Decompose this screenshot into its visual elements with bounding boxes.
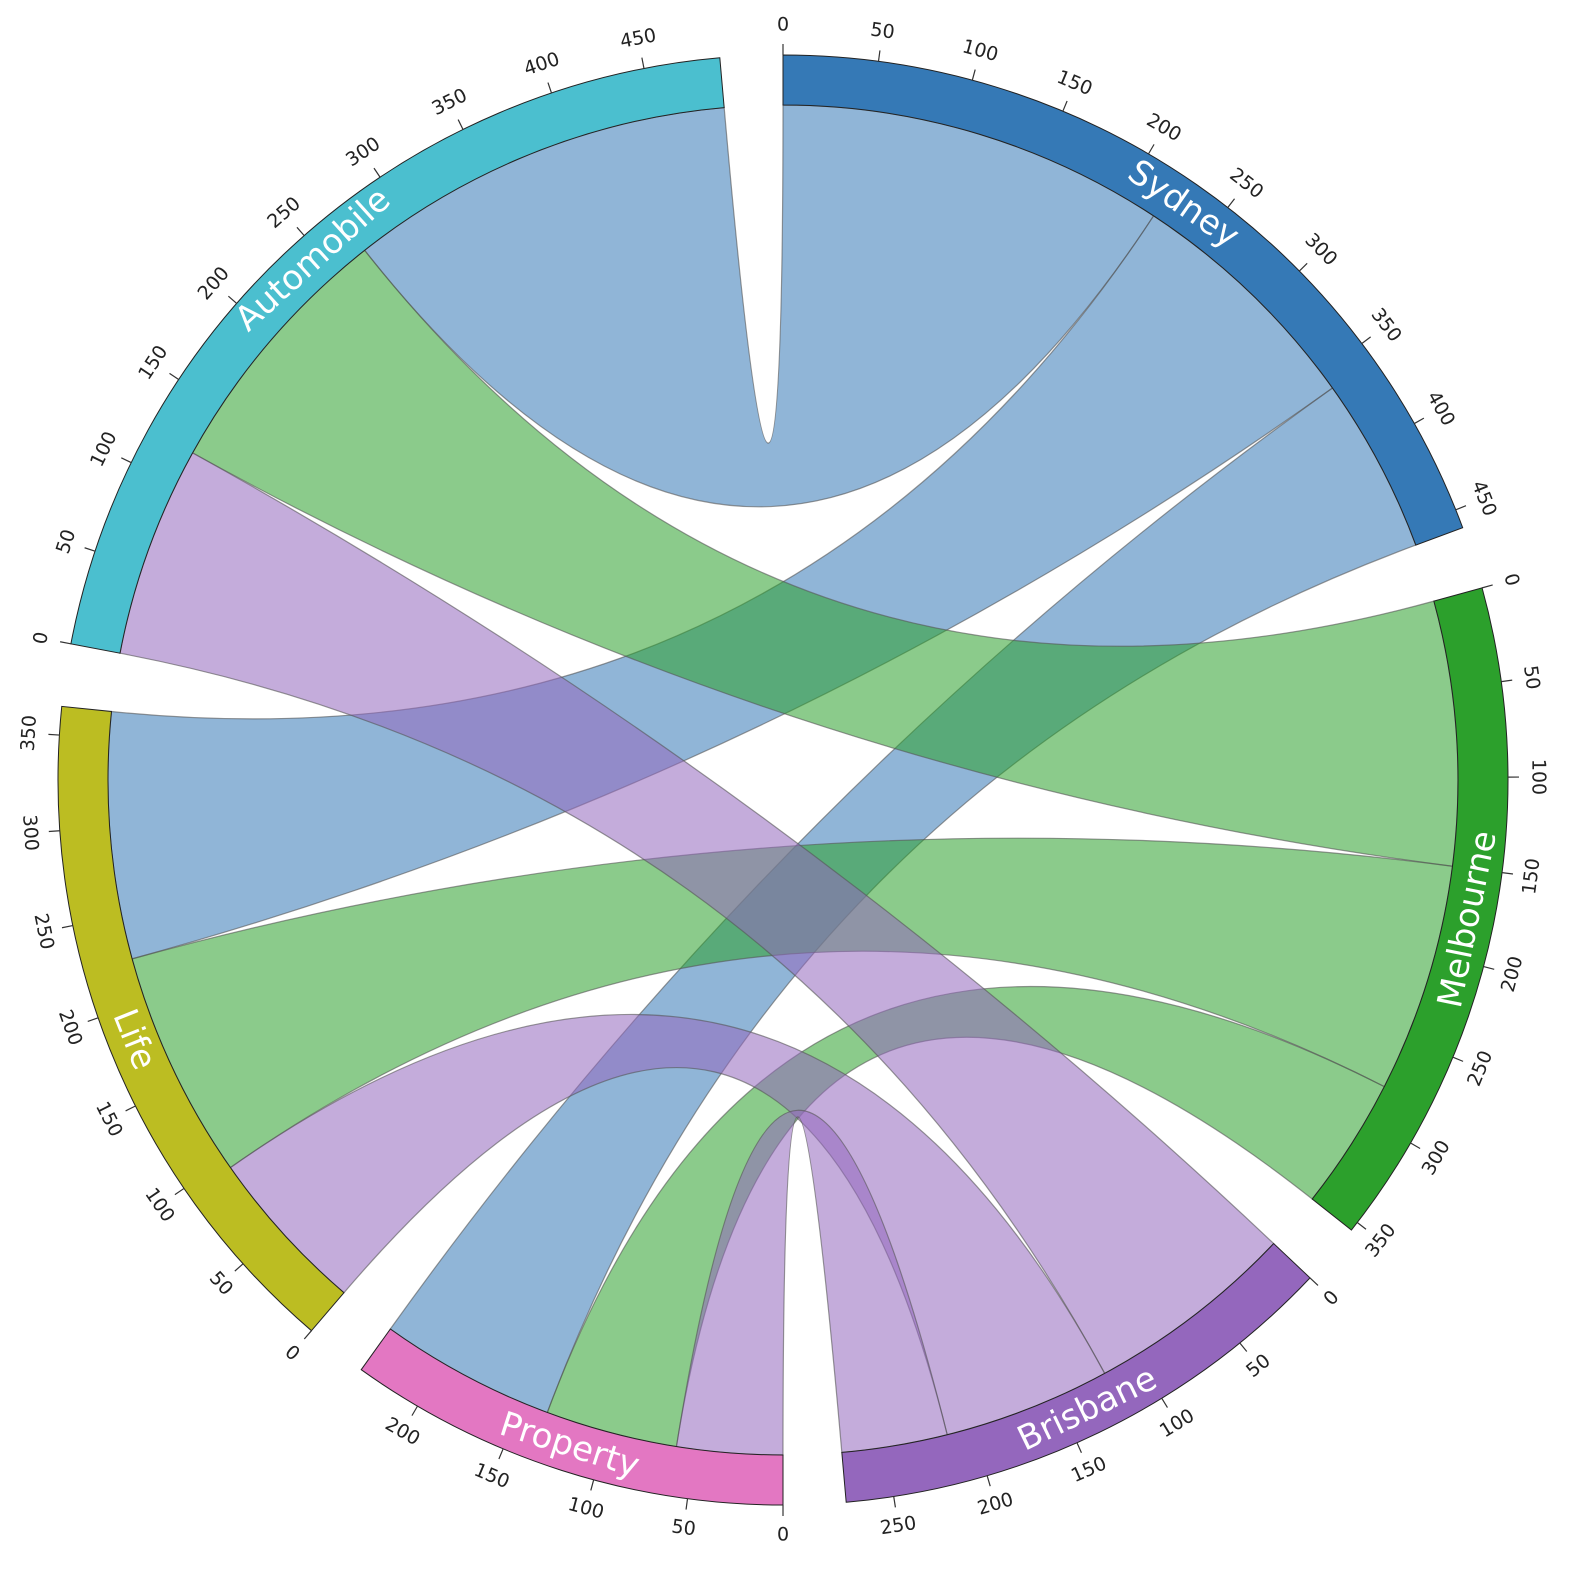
tick-mark	[1298, 262, 1308, 272]
tick-mark	[169, 372, 179, 381]
tick-mark	[174, 1187, 185, 1196]
tick-label: 400	[521, 48, 562, 80]
tick-mark	[296, 226, 305, 236]
tick-label: 150	[91, 1098, 127, 1140]
node-arc	[57, 705, 345, 1332]
tick-label: 50	[670, 1515, 697, 1540]
tick-mark	[411, 1405, 419, 1416]
tick-mark	[48, 830, 60, 833]
tick-mark	[1076, 1442, 1082, 1454]
node-arc	[782, 54, 1464, 546]
tick-mark	[971, 69, 976, 81]
tick-mark	[61, 924, 73, 929]
node-arc	[1311, 587, 1509, 1231]
tick-label: 100	[86, 428, 122, 470]
tick-label: 100	[140, 1184, 179, 1226]
tick-label: 200	[381, 1413, 423, 1450]
tick-label: 350	[428, 84, 470, 120]
tick-label: 250	[879, 1512, 918, 1539]
tick-mark	[498, 1448, 504, 1460]
tick-mark	[1227, 198, 1236, 208]
tick-mark	[373, 167, 381, 178]
tick-mark	[59, 641, 72, 645]
tick-mark	[1501, 679, 1513, 683]
tick-label: 200	[975, 1488, 1016, 1519]
tick-mark	[303, 1330, 312, 1340]
tick-label: 0	[1499, 571, 1523, 588]
tick-label: 100	[566, 1493, 607, 1524]
tick-mark	[48, 733, 60, 736]
tick-label: 0	[777, 1524, 789, 1546]
tick-mark	[1239, 1342, 1248, 1352]
tick-mark	[234, 1263, 244, 1272]
tick-mark	[1410, 1142, 1421, 1150]
tick-label: 150	[1054, 66, 1096, 100]
tick-mark	[1481, 584, 1493, 589]
tick-mark	[1062, 100, 1068, 112]
ribbons	[107, 104, 1459, 1456]
tick-label: 150	[1518, 857, 1544, 896]
tick-label: 250	[263, 192, 305, 232]
tick-mark	[457, 119, 464, 130]
tick-mark	[1361, 336, 1372, 344]
tick-label: 50	[52, 527, 81, 557]
tick-mark	[547, 82, 553, 94]
tick-label: 450	[1467, 478, 1501, 520]
tick-mark	[1147, 144, 1155, 155]
tick-mark	[87, 1017, 99, 1023]
tick-mark	[227, 295, 238, 304]
tick-label: 250	[1225, 164, 1267, 204]
tick-label: 50	[205, 1267, 238, 1300]
tick-mark	[1501, 872, 1514, 875]
tick-label: 350	[1367, 304, 1406, 346]
tick-label: 50	[1519, 664, 1544, 691]
tick-mark	[986, 1475, 991, 1487]
tick-label: 200	[193, 262, 233, 304]
tick-label: 300	[1418, 1137, 1455, 1179]
tick-mark	[125, 1105, 136, 1112]
tick-label: 150	[1068, 1452, 1110, 1487]
tick-label: 0	[1319, 1286, 1343, 1310]
tick-mark	[1455, 505, 1467, 511]
tick-label: 100	[1527, 759, 1549, 795]
node-arc	[841, 1242, 1311, 1503]
tick-label: 200	[1497, 954, 1528, 995]
tick-label: 0	[777, 14, 789, 36]
tick-label: 300	[18, 814, 42, 852]
tick-label: 0	[29, 630, 53, 646]
tick-mark	[1414, 417, 1425, 425]
tick-mark	[1452, 1056, 1464, 1062]
node-arc	[70, 57, 725, 654]
tick-mark	[1356, 1222, 1367, 1230]
tick-mark	[121, 457, 132, 464]
tick-label: 100	[960, 35, 1001, 66]
tick-mark	[641, 57, 645, 69]
tick-mark	[1161, 1397, 1168, 1408]
tick-label: 450	[618, 24, 658, 53]
tick-label: 0	[281, 1341, 304, 1366]
tick-label: 250	[29, 912, 58, 952]
tick-label: 150	[134, 341, 172, 383]
tick-mark	[84, 547, 96, 552]
tick-label: 150	[471, 1459, 513, 1493]
tick-label: 350	[1361, 1219, 1401, 1261]
tick-mark	[1483, 965, 1495, 970]
tick-label: 50	[1242, 1350, 1275, 1382]
tick-label: 200	[1143, 109, 1185, 146]
tick-label: 50	[869, 19, 896, 44]
tick-mark	[877, 50, 881, 62]
tick-label: 400	[1422, 387, 1459, 429]
tick-mark	[893, 1496, 896, 1508]
tick-label: 250	[1463, 1047, 1497, 1089]
tick-label: 300	[342, 133, 384, 171]
tick-mark	[1309, 1277, 1319, 1286]
tick-mark	[590, 1479, 595, 1491]
tick-label: 350	[17, 714, 41, 752]
tick-label: 100	[1156, 1405, 1198, 1443]
tick-mark	[685, 1498, 689, 1510]
tick-label: 200	[54, 1007, 87, 1048]
node-arc	[360, 1328, 784, 1506]
